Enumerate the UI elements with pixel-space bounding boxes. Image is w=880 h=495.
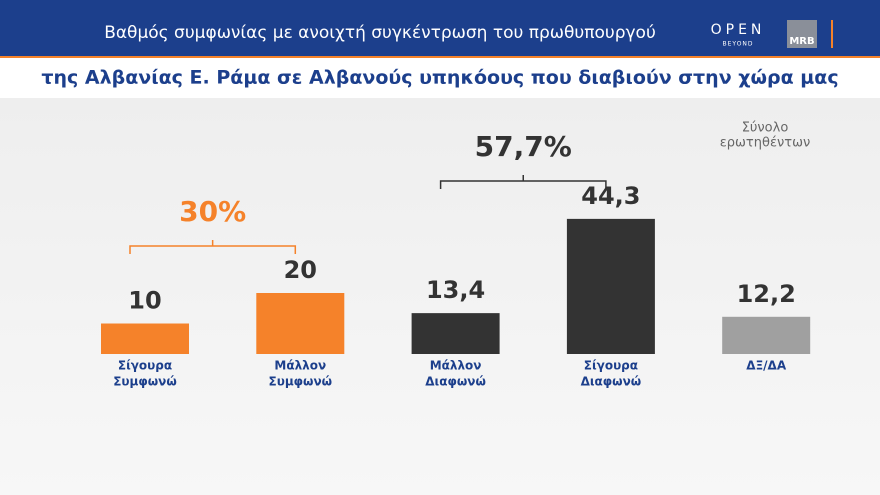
bar — [101, 323, 189, 354]
x-tick-label: Σίγουρα — [118, 359, 172, 373]
chart-title: της Αλβανίας Ε. Ράμα σε Αλβανούς υπηκόου… — [41, 67, 838, 89]
bracket-label: 30% — [179, 195, 246, 228]
logo-text: MRB — [789, 36, 814, 47]
bracket — [439, 175, 607, 189]
logo-text: OPEN — [711, 22, 766, 38]
bar — [566, 218, 655, 354]
bracket-label: 57,7% — [475, 130, 572, 163]
value-label: 20 — [284, 256, 317, 284]
header-band — [0, 0, 880, 58]
x-tick-label: Συμφωνώ — [113, 375, 177, 389]
note: Σύνολο — [742, 121, 789, 136]
x-tick-label: Σίγουρα — [584, 359, 638, 373]
x-tick-label: ΔΞ/ΔΑ — [746, 359, 787, 373]
value-label: 12,2 — [737, 280, 796, 308]
x-tick-label: Συμφωνώ — [269, 375, 333, 389]
x-tick-label: Διαφωνώ — [425, 375, 486, 389]
x-tick-label: Διαφωνώ — [581, 375, 642, 389]
bar — [411, 313, 500, 354]
bar — [722, 316, 811, 354]
value-label: 44,3 — [581, 182, 640, 210]
bar — [256, 293, 345, 354]
bracket — [129, 240, 297, 254]
subtitle-band — [0, 58, 880, 98]
header-rule — [0, 56, 880, 58]
header-title: Βαθμός συμφωνίας με ανοιχτή συγκέντρωση … — [104, 23, 656, 43]
x-tick-label: Μάλλον — [274, 359, 326, 373]
logo-text: BEYOND — [722, 41, 753, 48]
value-label: 10 — [128, 287, 161, 315]
x-tick-label: Μάλλον — [430, 359, 482, 373]
note: ερωτηθέντων — [720, 136, 810, 151]
logo-rule — [831, 20, 833, 48]
value-label: 13,4 — [426, 276, 485, 304]
logo-box — [787, 20, 817, 48]
